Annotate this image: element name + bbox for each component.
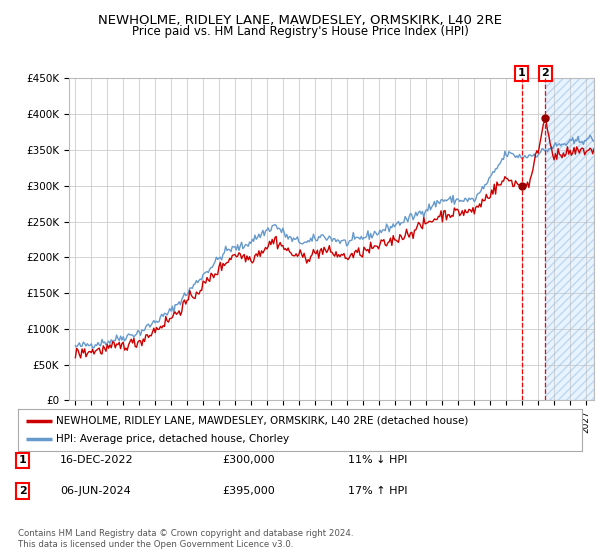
- Text: £395,000: £395,000: [222, 486, 275, 496]
- Text: NEWHOLME, RIDLEY LANE, MAWDESLEY, ORMSKIRK, L40 2RE (detached house): NEWHOLME, RIDLEY LANE, MAWDESLEY, ORMSKI…: [56, 416, 469, 426]
- Text: 16-DEC-2022: 16-DEC-2022: [60, 455, 134, 465]
- Text: 17% ↑ HPI: 17% ↑ HPI: [348, 486, 407, 496]
- Text: £300,000: £300,000: [222, 455, 275, 465]
- Text: 2: 2: [19, 486, 26, 496]
- Text: 1: 1: [518, 68, 526, 78]
- Text: Contains HM Land Registry data © Crown copyright and database right 2024.
This d: Contains HM Land Registry data © Crown c…: [18, 529, 353, 549]
- Bar: [545, 78, 594, 400]
- Text: HPI: Average price, detached house, Chorley: HPI: Average price, detached house, Chor…: [56, 434, 289, 444]
- Bar: [545, 78, 594, 400]
- Text: 2: 2: [541, 68, 549, 78]
- Text: 06-JUN-2024: 06-JUN-2024: [60, 486, 131, 496]
- Text: Price paid vs. HM Land Registry's House Price Index (HPI): Price paid vs. HM Land Registry's House …: [131, 25, 469, 38]
- Text: 1: 1: [19, 455, 26, 465]
- Text: 11% ↓ HPI: 11% ↓ HPI: [348, 455, 407, 465]
- Text: NEWHOLME, RIDLEY LANE, MAWDESLEY, ORMSKIRK, L40 2RE: NEWHOLME, RIDLEY LANE, MAWDESLEY, ORMSKI…: [98, 14, 502, 27]
